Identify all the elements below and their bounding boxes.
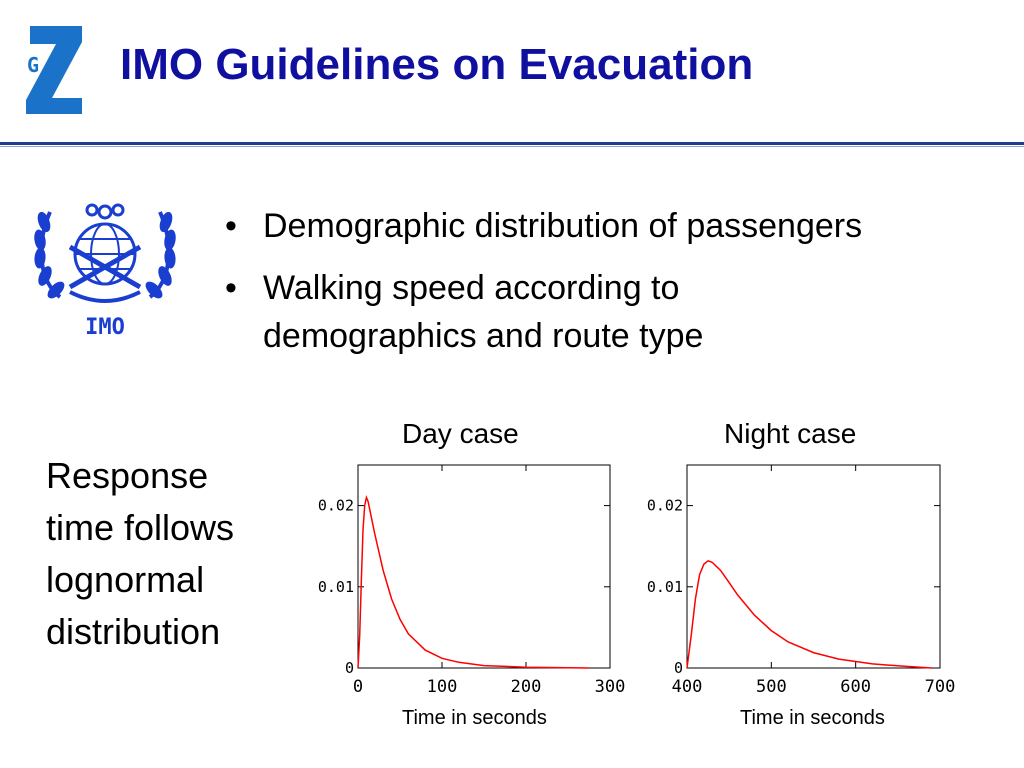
x-tick-label: 300: [595, 677, 626, 697]
bullet-text: demographics and route type: [263, 317, 704, 355]
title-divider: [0, 142, 1024, 145]
response-line: Response: [46, 455, 209, 496]
bullet-dot: •: [225, 269, 237, 307]
day-case-chart: 0 0.01 0.02 0 100 200 300: [318, 464, 626, 697]
night-case-chart: 0 0.01 0.02 400 500 600 700: [647, 464, 956, 697]
x-tick-label: 500: [756, 677, 787, 697]
plot-frame: [686, 464, 941, 669]
gz-logo: G: [22, 20, 86, 118]
bullet-list: • Demographic distribution of passengers…: [225, 202, 1024, 374]
bullet-dot: •: [225, 207, 237, 245]
y-tick-label: 0.01: [318, 578, 354, 596]
x-tick-label: 200: [511, 677, 542, 697]
chart-xlabel-night: Time in seconds: [740, 707, 885, 729]
y-tick-label: 0.02: [647, 497, 683, 515]
x-tick-label: 0: [353, 677, 363, 697]
bullet-text: Demographic distribution of passengers: [263, 207, 863, 245]
series-line: [686, 559, 932, 669]
response-line: lognormal: [46, 559, 205, 600]
chart-xlabel-day: Time in seconds: [402, 707, 547, 729]
bullet-text: Walking speed according to: [263, 269, 680, 307]
plot-frame: [357, 464, 611, 669]
x-tick-label: 600: [840, 677, 871, 697]
imo-label: IMO: [85, 315, 125, 340]
chart-title-day: Day case: [402, 418, 519, 449]
x-tick-label: 100: [427, 677, 458, 697]
y-tick-label: 0: [345, 659, 354, 677]
x-tick-label: 700: [925, 677, 956, 697]
chart-title-night: Night case: [724, 418, 857, 449]
series-line: [357, 495, 590, 669]
title-divider-light: [0, 146, 1024, 147]
y-tick-label: 0: [674, 659, 683, 677]
bullet-item: • Walking speed according to demographic…: [225, 264, 1024, 360]
response-line: distribution: [46, 611, 221, 652]
response-line: time follows: [46, 507, 235, 548]
y-tick-label: 0.01: [647, 578, 683, 596]
bullet-item: • Demographic distribution of passengers: [225, 202, 1024, 250]
page-title: IMO Guidelines on Evacuation: [120, 40, 754, 89]
x-tick-label: 400: [672, 677, 703, 697]
logo-letter: G: [27, 53, 39, 77]
y-tick-label: 0.02: [318, 497, 354, 515]
imo-emblem: IMO: [34, 203, 176, 340]
response-text: Response time follows lognormal distribu…: [46, 450, 234, 658]
